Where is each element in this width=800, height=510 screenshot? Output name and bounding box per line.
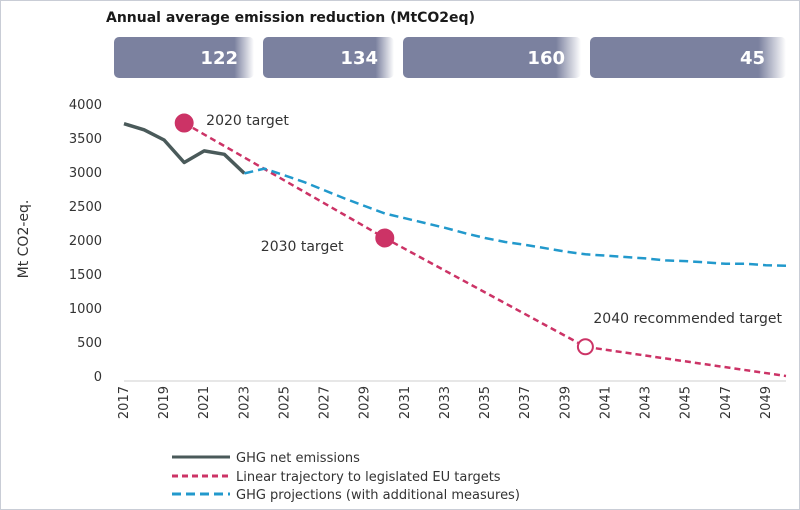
y-tick-label: 0 <box>94 370 102 385</box>
x-tick-label: 2029 <box>358 386 373 419</box>
target-marker-2 <box>375 228 395 248</box>
x-tick-label: 2031 <box>398 386 413 419</box>
band-value-1: 122 <box>200 48 238 69</box>
band-segment-1 <box>114 37 254 78</box>
x-tick-label: 2041 <box>598 386 613 419</box>
band-segment-4 <box>590 37 786 78</box>
x-tick-label: 2033 <box>438 386 453 419</box>
band-value-4: 45 <box>740 48 765 69</box>
x-tick-label: 2021 <box>197 386 212 419</box>
y-tick-label: 2000 <box>69 234 102 249</box>
band-value-3: 160 <box>527 48 565 69</box>
series-layer <box>123 121 787 378</box>
x-tick-label: 2045 <box>679 386 694 419</box>
x-tick-label: 2017 <box>117 386 132 419</box>
target-marker-3 <box>576 338 594 356</box>
projection-line <box>244 167 787 268</box>
legend-label-net-emissions: GHG net emissions <box>236 451 360 466</box>
x-tick-label: 2037 <box>518 386 533 419</box>
legend-label-projection: GHG projections (with additional measure… <box>236 488 520 503</box>
y-axis-ticks: 0 500 1000 1500 2000 2500 3000 3500 4000 <box>69 98 102 385</box>
y-axis-label: Mt CO2-eq. <box>16 200 32 279</box>
y-tick-label: 3000 <box>69 166 102 181</box>
target-markers: 2020 target 2030 target 2040 recommended t… <box>174 113 782 356</box>
x-tick-label: 2039 <box>558 386 573 419</box>
target-marker-1 <box>174 113 194 133</box>
reduction-band: 122 134 160 45 <box>114 37 786 78</box>
x-tick-label: 2023 <box>237 386 252 419</box>
x-tick-label: 2043 <box>639 386 654 419</box>
y-tick-label: 1000 <box>69 302 102 317</box>
target-label-2: 2030 target <box>261 239 344 255</box>
trajectory-line <box>183 121 787 378</box>
x-tick-label: 2047 <box>719 386 734 419</box>
x-tick-label: 2035 <box>478 386 493 419</box>
band-title: Annual average emission reduction (MtCO2… <box>106 10 475 26</box>
target-label-1: 2020 target <box>206 113 289 129</box>
y-tick-label: 500 <box>77 336 102 351</box>
net-emissions-line <box>123 122 246 175</box>
legend-label-trajectory: Linear trajectory to legislated EU targe… <box>236 470 501 485</box>
band-segment-2 <box>263 37 394 78</box>
y-tick-label: 1500 <box>69 268 102 283</box>
legend: GHG net emissions Linear trajectory to l… <box>172 451 520 503</box>
x-axis-ticks: 2017 2019 2021 2023 2025 2027 2029 2031 2033 2035… <box>117 386 774 419</box>
band-segment-3 <box>403 37 581 78</box>
x-tick-label: 2019 <box>157 386 172 419</box>
x-tick-label: 2025 <box>277 386 292 419</box>
y-tick-label: 4000 <box>69 98 102 113</box>
target-label-3: 2040 recommended target <box>593 311 782 327</box>
x-tick-label: 2027 <box>318 386 333 419</box>
band-value-2: 134 <box>340 48 378 69</box>
y-tick-label: 3500 <box>69 132 102 147</box>
x-tick-label: 2049 <box>759 386 774 419</box>
y-tick-label: 2500 <box>69 200 102 215</box>
